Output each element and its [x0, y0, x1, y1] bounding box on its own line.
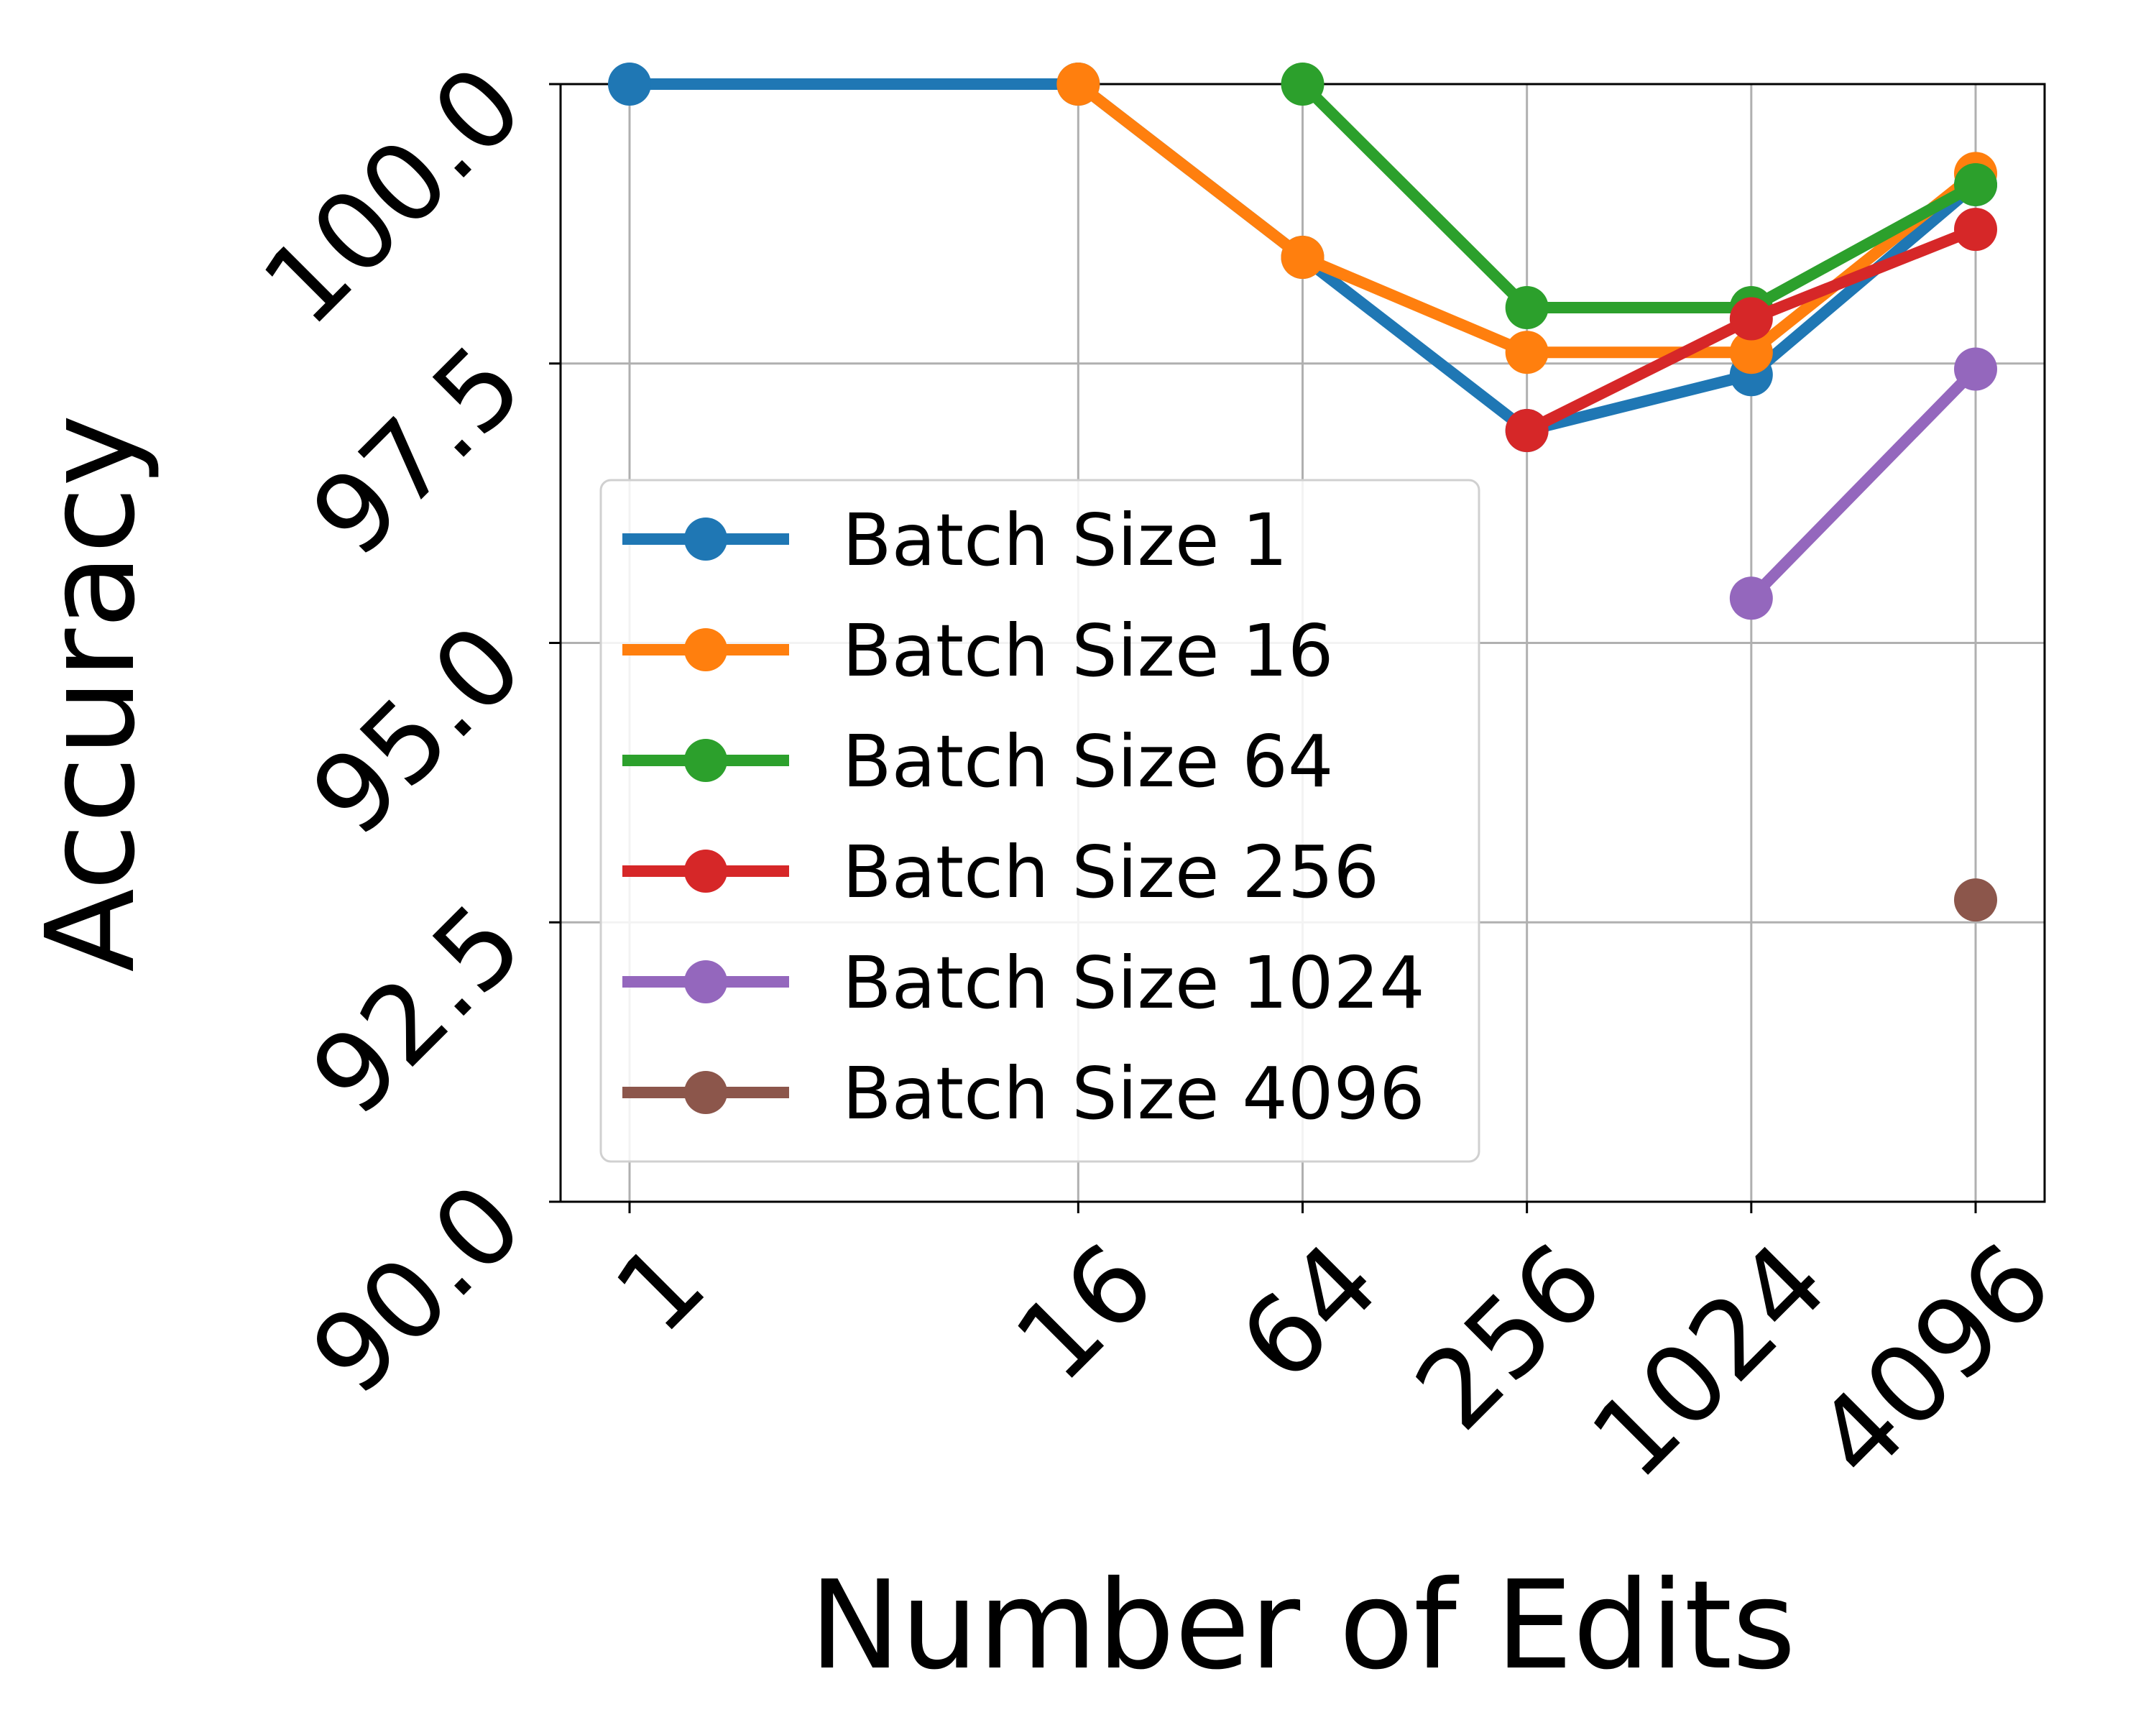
data-point — [1954, 878, 1997, 922]
series-line — [1296, 78, 1981, 313]
y-tick-label: 95.0 — [288, 602, 546, 860]
data-point — [1281, 236, 1325, 280]
y-axis-title: Accuracy — [20, 414, 162, 972]
x-tick-label: 64 — [1217, 1220, 1402, 1405]
legend-swatch-marker — [684, 850, 727, 893]
legend-box — [599, 479, 1480, 1163]
x-tick-label: 1024 — [1568, 1220, 1851, 1502]
data-point — [1729, 297, 1773, 341]
data-point — [1056, 63, 1100, 106]
legend: Batch Size 1 Batch Size 16 Batch Size 64 Ba… — [599, 479, 1480, 1163]
y-tick-label: 100.0 — [240, 42, 547, 349]
legend-label: Batch Size 256 — [842, 830, 1379, 914]
data-point — [1954, 162, 1997, 206]
series-line — [624, 78, 1981, 437]
legend-label: Batch Size 64 — [842, 719, 1334, 804]
data-point — [1954, 208, 1997, 252]
data-point — [1729, 331, 1773, 374]
legend-swatch-marker — [684, 960, 727, 1003]
legend-swatch-marker — [684, 1071, 727, 1114]
legend-swatch-marker — [684, 739, 727, 782]
legend-swatch-marker — [684, 518, 727, 561]
x-tick-label: 16 — [992, 1220, 1178, 1405]
x-axis-title: Number of Edits — [809, 1555, 1796, 1697]
data-point — [1954, 347, 1997, 391]
data-point — [608, 63, 651, 106]
x-tick-label: 1 — [592, 1220, 729, 1357]
y-tick-label: 90.0 — [288, 1160, 546, 1418]
y-tick-label: 92.5 — [288, 881, 546, 1139]
data-point — [1729, 576, 1773, 620]
series-layer — [608, 63, 1997, 922]
series-line — [1745, 363, 1981, 604]
legend-label: Batch Size 16 — [842, 609, 1334, 693]
y-tick-label: 97.5 — [288, 322, 546, 580]
axis-labels: Number of Edits Accuracy — [20, 414, 1796, 1697]
data-point — [1505, 331, 1549, 374]
legend-swatch-marker — [684, 628, 727, 671]
x-tick-label: 4096 — [1793, 1220, 2076, 1502]
data-point — [1281, 63, 1325, 106]
data-point — [1505, 286, 1549, 329]
legend-label: Batch Size 1024 — [842, 941, 1425, 1025]
legend-label: Batch Size 1 — [842, 498, 1288, 582]
data-point — [1505, 409, 1549, 453]
legend-label: Batch Size 4096 — [842, 1052, 1425, 1136]
